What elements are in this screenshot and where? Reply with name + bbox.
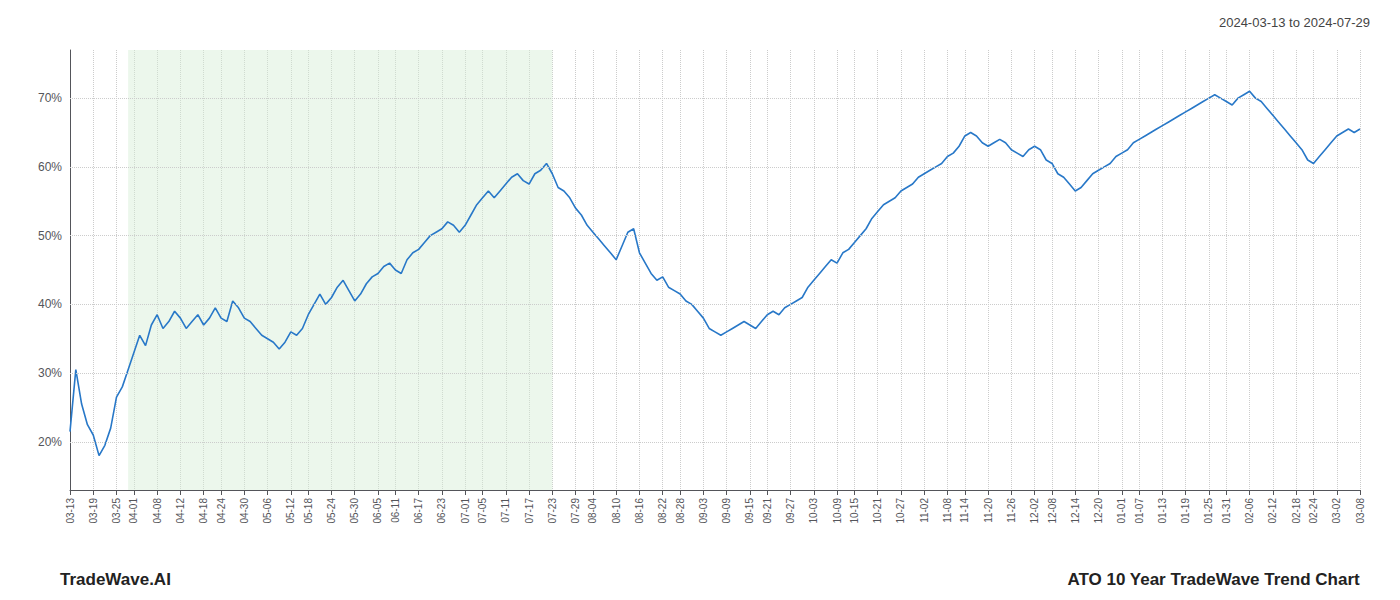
svg-text:TradeWave.AI: TradeWave.AI (60, 570, 171, 589)
svg-text:05-24: 05-24 (326, 498, 337, 524)
svg-text:01-31: 01-31 (1221, 498, 1232, 524)
svg-text:08-10: 08-10 (611, 498, 622, 524)
svg-text:10-15: 10-15 (849, 498, 860, 524)
svg-text:03-02: 03-02 (1331, 498, 1342, 524)
svg-text:07-11: 07-11 (500, 498, 511, 523)
svg-text:09-03: 09-03 (698, 498, 709, 524)
svg-text:07-29: 07-29 (570, 498, 581, 524)
svg-text:05-30: 05-30 (349, 498, 360, 524)
svg-text:11-26: 11-26 (1006, 498, 1017, 523)
svg-text:06-23: 06-23 (436, 498, 447, 524)
svg-text:02-12: 02-12 (1267, 498, 1278, 524)
svg-text:01-13: 01-13 (1157, 498, 1168, 524)
svg-text:03-13: 03-13 (65, 498, 76, 524)
svg-text:11-14: 11-14 (959, 498, 970, 523)
svg-text:04-01: 04-01 (128, 498, 139, 524)
svg-text:05-06: 05-06 (262, 498, 273, 524)
svg-text:06-17: 06-17 (413, 498, 424, 524)
svg-text:03-19: 03-19 (88, 498, 99, 524)
svg-text:06-11: 06-11 (390, 498, 401, 523)
svg-text:07-17: 07-17 (524, 498, 535, 524)
svg-text:09-15: 09-15 (744, 498, 755, 524)
svg-text:11-08: 11-08 (942, 498, 953, 523)
svg-text:01-01: 01-01 (1116, 498, 1127, 524)
svg-text:07-01: 07-01 (460, 498, 471, 524)
svg-text:05-18: 05-18 (303, 498, 314, 524)
svg-text:60%: 60% (38, 160, 62, 174)
svg-text:70%: 70% (38, 91, 62, 105)
svg-text:20%: 20% (38, 435, 62, 449)
svg-text:01-25: 01-25 (1203, 498, 1214, 524)
svg-text:08-16: 08-16 (634, 498, 645, 524)
svg-text:02-24: 02-24 (1308, 498, 1319, 524)
svg-text:01-07: 01-07 (1134, 498, 1145, 524)
svg-text:50%: 50% (38, 229, 62, 243)
svg-text:10-21: 10-21 (872, 498, 883, 524)
svg-text:12-02: 12-02 (1029, 498, 1040, 524)
svg-text:10-27: 10-27 (895, 498, 906, 524)
svg-text:08-28: 08-28 (675, 498, 686, 524)
svg-text:10-09: 10-09 (832, 498, 843, 524)
svg-text:04-30: 04-30 (239, 498, 250, 524)
svg-text:07-23: 07-23 (547, 498, 558, 524)
svg-text:04-18: 04-18 (198, 498, 209, 524)
svg-text:08-22: 08-22 (657, 498, 668, 524)
svg-text:ATO 10 Year TradeWave Trend Ch: ATO 10 Year TradeWave Trend Chart (1067, 570, 1360, 589)
svg-text:07-05: 07-05 (477, 498, 488, 524)
svg-text:40%: 40% (38, 297, 62, 311)
svg-text:02-18: 02-18 (1291, 498, 1302, 524)
svg-text:06-05: 06-05 (372, 498, 383, 524)
svg-text:12-14: 12-14 (1070, 498, 1081, 524)
svg-text:09-27: 09-27 (785, 498, 796, 524)
svg-text:2024-03-13 to 2024-07-29: 2024-03-13 to 2024-07-29 (1219, 15, 1370, 30)
svg-text:12-20: 12-20 (1093, 498, 1104, 524)
svg-text:03-25: 03-25 (111, 498, 122, 524)
svg-text:09-09: 09-09 (721, 498, 732, 524)
svg-text:11-20: 11-20 (983, 498, 994, 523)
svg-text:02-06: 02-06 (1244, 498, 1255, 524)
svg-text:12-08: 12-08 (1047, 498, 1058, 524)
svg-text:04-24: 04-24 (216, 498, 227, 524)
svg-text:09-21: 09-21 (762, 498, 773, 524)
svg-text:01-19: 01-19 (1180, 498, 1191, 524)
svg-text:04-08: 04-08 (152, 498, 163, 524)
svg-text:08-04: 08-04 (587, 498, 598, 524)
svg-text:10-03: 10-03 (808, 498, 819, 524)
svg-text:04-12: 04-12 (175, 498, 186, 524)
svg-text:05-12: 05-12 (285, 498, 296, 524)
svg-text:11-02: 11-02 (919, 498, 930, 523)
svg-text:30%: 30% (38, 366, 62, 380)
svg-text:03-08: 03-08 (1355, 498, 1366, 524)
